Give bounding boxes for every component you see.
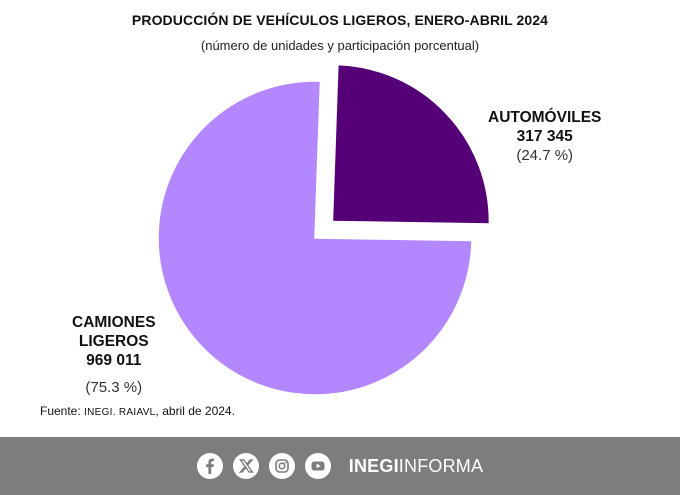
pie-chart [157,63,491,396]
slice-name-camiones-line2: LIGEROS [78,333,149,350]
source-org: INEGI. RAIAVL [84,407,156,418]
slice-name-camiones-line1: CAMIONES [72,314,156,331]
slice-value-automoviles: 317 345 [516,128,573,145]
chart-subtitle: (número de unidades y participación porc… [200,38,480,53]
slice-value-camiones-ligeros: 969 011 [86,352,142,369]
source-suffix: , abril de 2024. [155,404,235,418]
brand-regular: INFORMA [398,455,484,476]
slice-percent-automoviles: (24.7 %) [516,147,574,164]
inegi-informa-logo[interactable]: INEGIINFORMA [349,456,483,477]
youtube-icon[interactable] [304,453,331,479]
instagram-icon[interactable] [268,453,295,479]
footer-bar: INEGIINFORMA [0,437,680,495]
source-note: Fuente: INEGI. RAIAVL, abril de 2024. [40,404,235,418]
brand-bold: INEGI [348,455,399,476]
facebook-icon[interactable] [196,453,223,479]
pie-slice-camiones-ligeros [157,80,473,396]
slice-name-automoviles: AUTOMÓVILES [488,109,602,126]
slice-percent-camiones-ligeros: (75.3 %) [85,379,143,396]
source-prefix: Fuente: [40,404,85,418]
chart-title: PRODUCCIÓN DE VEHÍCULOS LIGEROS, ENERO-A… [131,12,549,28]
slice-label-automoviles: AUTOMÓVILES 317 345 (24.7 %) [488,108,601,165]
x-icon[interactable] [232,453,259,479]
pie-slice-automoviles [331,63,491,225]
slice-label-camiones-ligeros: CAMIONES LIGEROS 969 011 (75.3 %) [72,313,156,397]
